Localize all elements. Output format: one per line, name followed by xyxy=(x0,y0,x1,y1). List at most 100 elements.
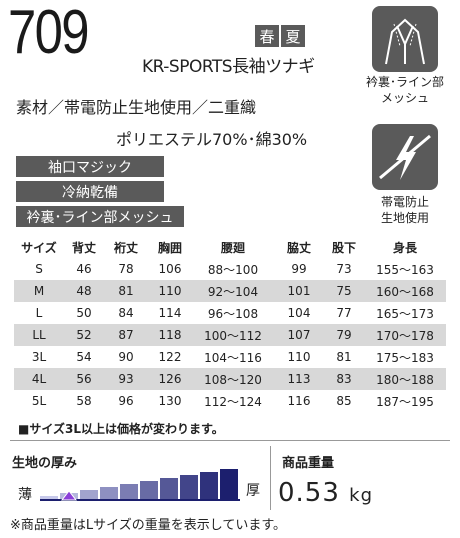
header-sleeve: 裄丈 xyxy=(113,240,138,255)
collar-mesh-label-line2: メッシュ xyxy=(380,91,429,105)
size-cell: 104〜116 xyxy=(204,350,262,365)
size-cell: 46 xyxy=(76,262,92,276)
vertical-divider xyxy=(270,446,271,510)
size-row: 5L 58 96 130 112〜124 116 85 187〜195 xyxy=(14,390,446,412)
collar-mesh-label-line1: 衿裏･ライン部 xyxy=(365,75,444,89)
thin-label: 薄 xyxy=(18,487,32,503)
size-cell: 110 xyxy=(287,350,311,364)
size-cell: 79 xyxy=(324,324,364,346)
header-chest: 胸囲 xyxy=(157,240,182,255)
price-note: ■サイズ3L以上は価格が変わります。 xyxy=(18,422,224,436)
season-badge-summer: 夏 xyxy=(281,25,305,47)
size-cell: 112〜124 xyxy=(204,394,262,409)
size-cell: 58 xyxy=(76,394,92,408)
size-cell: 101 xyxy=(274,280,324,302)
size-cell: 84 xyxy=(118,306,134,320)
weight-value: 0.53 xyxy=(278,478,340,508)
size-cell: 126 xyxy=(148,368,192,390)
size-cell: M xyxy=(14,280,64,302)
size-cell: 104 xyxy=(287,306,311,320)
thickness-bar xyxy=(40,496,58,500)
size-cell: 48 xyxy=(64,280,104,302)
size-cell: 160〜168 xyxy=(364,280,446,302)
size-cell: 170〜178 xyxy=(364,324,446,346)
season-badges: 春 夏 xyxy=(255,25,305,47)
size-cell: 52 xyxy=(64,324,104,346)
size-row: S 46 78 106 88〜100 99 73 155〜163 xyxy=(14,258,446,280)
size-row: L 50 84 114 96〜108 104 77 165〜173 xyxy=(14,302,446,324)
thickness-bar xyxy=(160,478,178,500)
size-row: 4L 56 93 126 108〜120 113 83 180〜188 xyxy=(14,368,446,390)
size-cell: 113 xyxy=(274,368,324,390)
size-cell: 88〜100 xyxy=(207,262,259,277)
thickness-bar xyxy=(140,481,158,500)
size-cell: L xyxy=(35,306,43,320)
size-cell: 155〜163 xyxy=(376,262,434,277)
feature-cuff: 袖口マジック xyxy=(16,156,164,177)
size-cell: 122 xyxy=(158,350,182,364)
divider xyxy=(10,440,450,441)
size-cell: 3L xyxy=(31,350,47,364)
size-cell: LL xyxy=(14,324,64,346)
thickness-bar xyxy=(100,487,118,500)
model-number: 709 xyxy=(8,0,90,67)
size-cell: 56 xyxy=(64,368,104,390)
header-waist: 腰廻 xyxy=(220,240,245,255)
antistatic-label: 帯電防止 生地使用 xyxy=(355,194,455,226)
size-cell: 75 xyxy=(324,280,364,302)
size-cell: 77 xyxy=(336,306,352,320)
thickness-bar xyxy=(220,469,238,500)
size-cell: 96 xyxy=(118,394,134,408)
feature-cool: 冷納乾備 xyxy=(16,181,164,202)
size-cell: 87 xyxy=(104,324,148,346)
size-cell: 130 xyxy=(158,394,182,408)
size-row: M 48 81 110 92〜104 101 75 160〜168 xyxy=(14,280,446,302)
thickness-scale xyxy=(40,466,244,508)
size-cell: 78 xyxy=(118,262,134,276)
size-cell: 81 xyxy=(104,280,148,302)
size-cell: 114 xyxy=(158,306,182,320)
weight-note: ※商品重量はLサイズの重量を表示しています。 xyxy=(10,518,287,533)
size-cell: 165〜173 xyxy=(376,306,434,321)
thickness-bar xyxy=(200,472,218,500)
size-cell: 54 xyxy=(76,350,92,364)
size-cell: 96〜108 xyxy=(207,306,259,321)
thickness-marker xyxy=(60,490,78,501)
thickness-bar xyxy=(180,475,198,500)
size-cell: 73 xyxy=(336,262,352,276)
size-cell: 99 xyxy=(291,262,307,276)
size-cell: 107 xyxy=(274,324,324,346)
size-table: サイズ 背丈 裄丈 胸囲 腰廻 脇丈 股下 身長 S 46 78 106 88〜100 9… xyxy=(14,236,446,412)
thickness-bars xyxy=(40,469,240,501)
header-side-length: 脇丈 xyxy=(286,240,311,255)
collar-mesh-icon xyxy=(372,6,438,72)
size-table-header: サイズ 背丈 裄丈 胸囲 腰廻 脇丈 股下 身長 xyxy=(14,236,446,258)
size-cell: 175〜183 xyxy=(376,350,434,365)
season-badge-spring: 春 xyxy=(255,25,279,47)
size-cell: 90 xyxy=(118,350,134,364)
size-cell: 100〜112 xyxy=(192,324,274,346)
size-row: 3L 54 90 122 104〜116 110 81 175〜183 xyxy=(14,346,446,368)
size-cell: 180〜188 xyxy=(364,368,446,390)
size-cell: 83 xyxy=(324,368,364,390)
size-cell: 4L xyxy=(14,368,64,390)
composition-text: ポリエステル70%･綿30% xyxy=(116,130,308,149)
size-cell: 5L xyxy=(31,394,47,408)
collar-mesh-label: 衿裏･ライン部 メッシュ xyxy=(355,74,455,106)
size-cell: 92〜104 xyxy=(192,280,274,302)
size-cell: 118 xyxy=(148,324,192,346)
size-cell: 106 xyxy=(158,262,182,276)
size-cell: 50 xyxy=(76,306,92,320)
header-size: サイズ xyxy=(21,240,57,255)
size-cell: 110 xyxy=(148,280,192,302)
antistatic-label-line1: 帯電防止 xyxy=(380,195,429,209)
weight-title: 商品重量 xyxy=(282,456,335,471)
thick-label: 厚 xyxy=(246,483,260,499)
size-cell: 93 xyxy=(104,368,148,390)
size-cell: S xyxy=(35,262,43,276)
thickness-title: 生地の厚み xyxy=(12,456,78,471)
size-cell: 85 xyxy=(336,394,352,408)
weight-unit: kg xyxy=(349,485,374,506)
product-name: KR-SPORTS長袖ツナギ xyxy=(142,57,315,77)
size-cell: 81 xyxy=(336,350,352,364)
